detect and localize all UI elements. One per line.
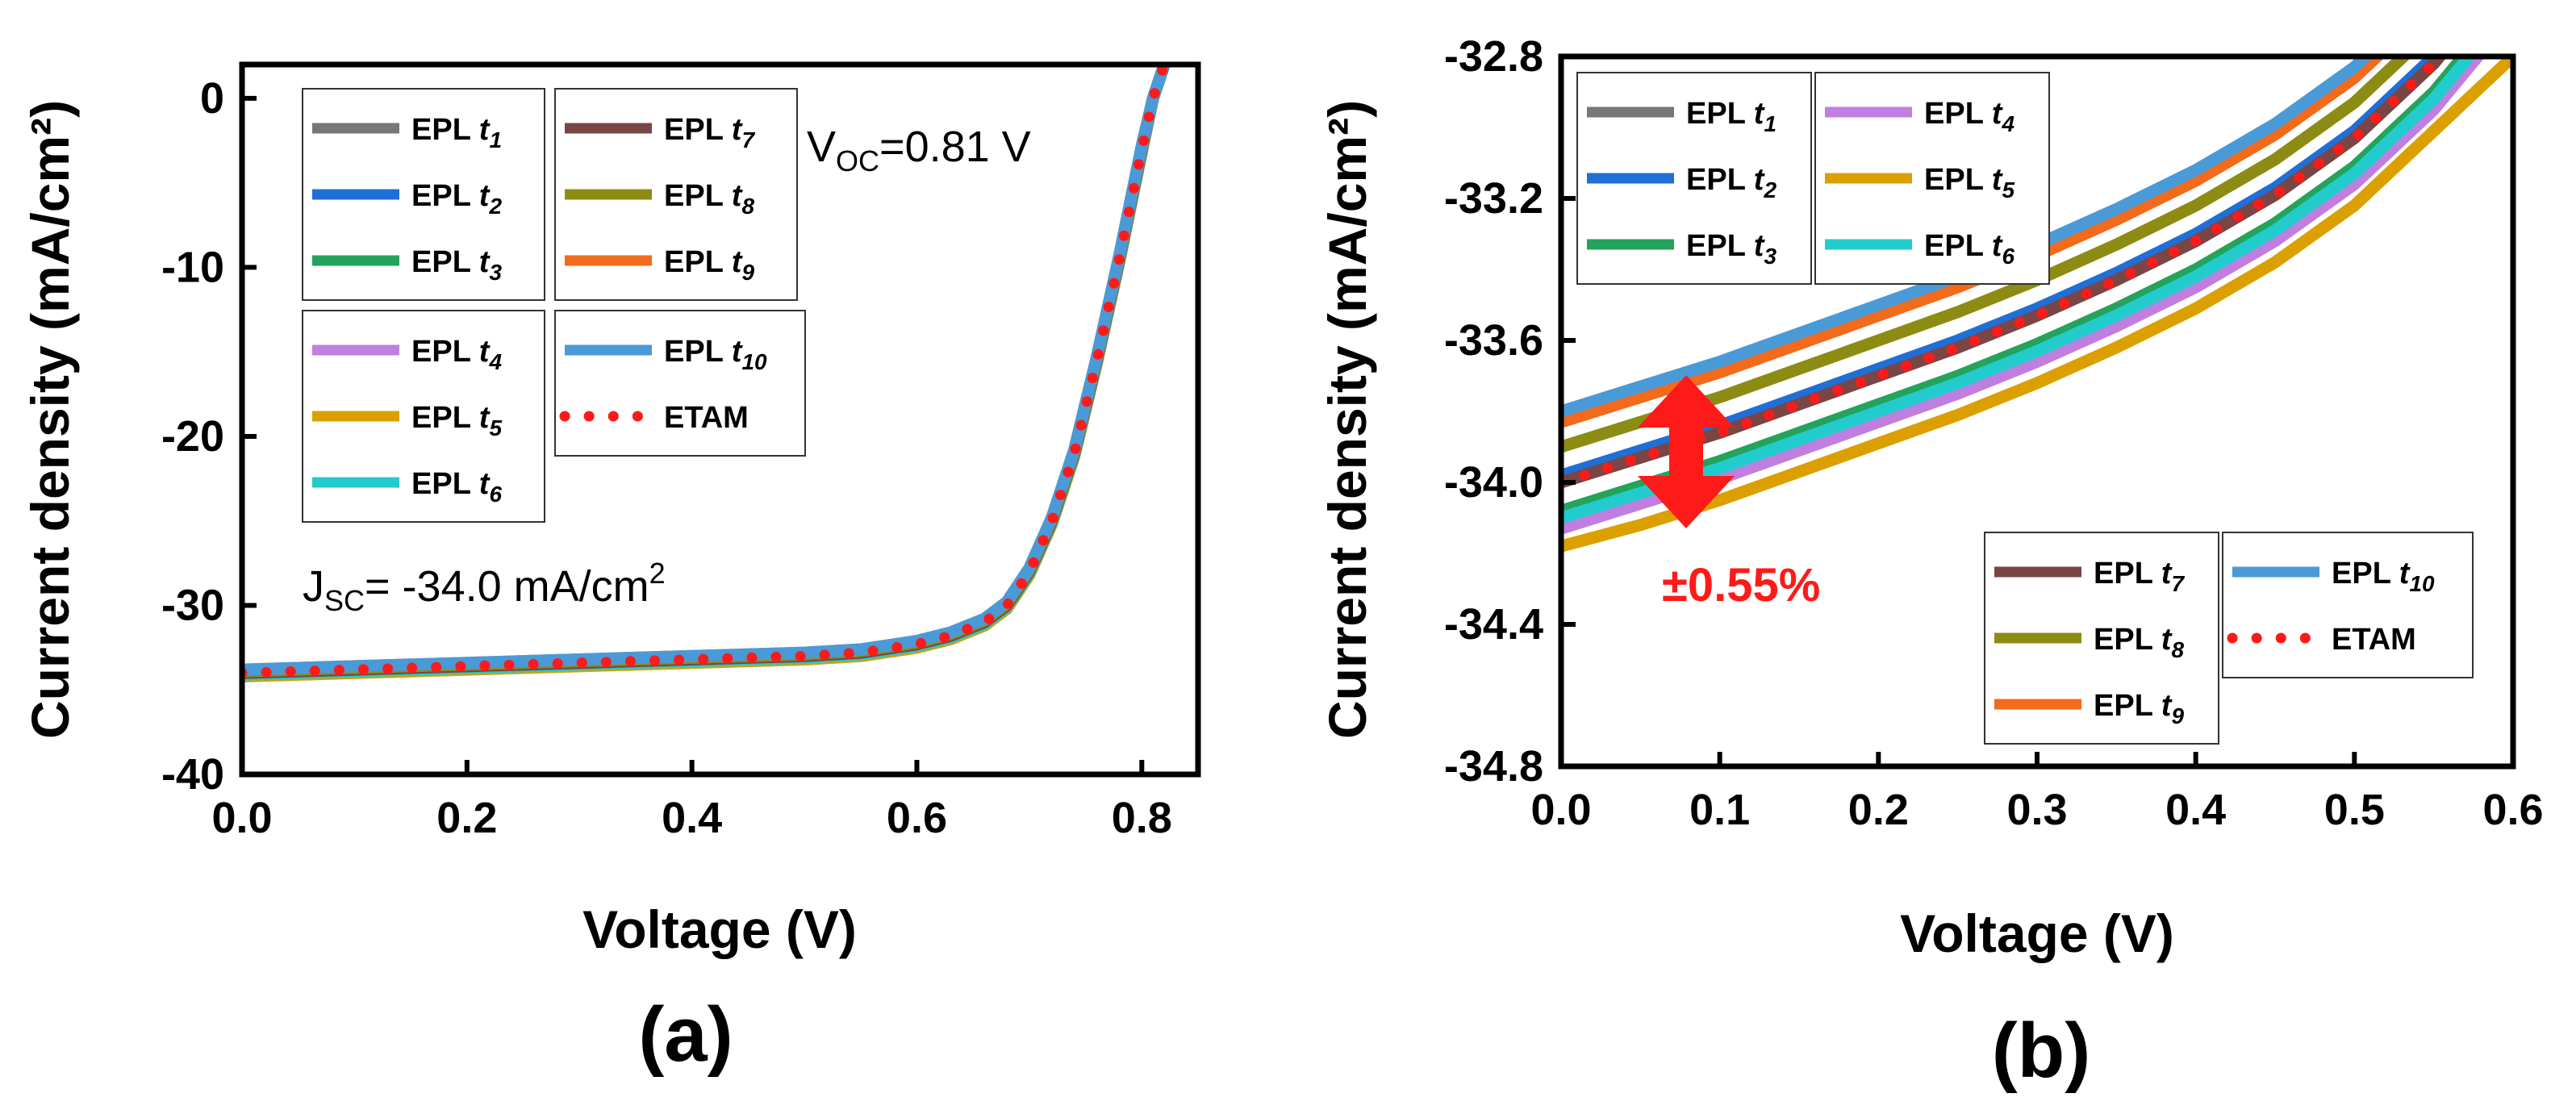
- chart-b-ytick-label: -34.4: [1444, 600, 1543, 649]
- chart-b-2-legend-label: EPL t4: [1924, 97, 2014, 136]
- chart-b-series-epl-t5: [1561, 56, 2513, 553]
- chart-a-ytick-label: -20: [161, 412, 224, 461]
- spread-arrow: [1638, 375, 1735, 528]
- chart-b-4-legend-frame: [2222, 532, 2474, 678]
- chart-a-xtick-label: 0.4: [662, 794, 722, 842]
- chart-b-xtick-label: 0.4: [2165, 786, 2226, 834]
- chart-b-3-legend-label: EPL t7: [2094, 557, 2185, 596]
- chart-a-3-legend-box: EPL t4 EPL t5 EPL t6: [302, 310, 545, 523]
- chart-b-xtick-label: 0.2: [1848, 786, 1909, 834]
- chart-b-series-epl-t6: [1561, 56, 2478, 524]
- chart-b-2-legend-box: EPL t4 EPL t5 EPL t6: [1814, 72, 2050, 285]
- chart-a-4-legend-label: ETAM: [664, 401, 749, 435]
- voc-sub: OC: [836, 144, 879, 177]
- chart-a-1-legend-box: EPL t1 EPL t2 EPL t3: [302, 88, 545, 301]
- chart-b-1-legend-label: EPL t1: [1686, 97, 1776, 136]
- chart-b-1-legend-label: EPL t3: [1686, 229, 1776, 269]
- chart-b: 0.0 0.1 0.2 0.3 0.4 0.5 0.6 -32.8 -33.2 -33.6 -34.…: [1317, 32, 2544, 1094]
- chart-b-ylabel: Current density (mA/cm²): [1317, 100, 1377, 739]
- chart-a-2-legend-label: EPL t7: [664, 113, 755, 152]
- chart-b-3-legend-label: EPL t9: [2094, 689, 2184, 728]
- chart-b-panel-label: (b): [1992, 1008, 2091, 1094]
- chart-a-3-legend-label: EPL t6: [411, 467, 502, 507]
- chart-a-frame: [239, 61, 1201, 778]
- chart-b-4-legend-box: EPL t10 ETAM: [2222, 532, 2474, 678]
- chart-a-ytick-label: 0: [200, 74, 224, 123]
- chart-a-series-etam: [242, 65, 1170, 678]
- chart-a-ytick-label: -40: [161, 750, 224, 799]
- chart-a-ticks: 0.0 0.2 0.4 0.6 0.8 0 -10 -20 -30 -40: [161, 74, 1172, 842]
- chart-a-4-legend-label: EPL t10: [664, 335, 767, 374]
- spread-annotation: ±0.55%: [1662, 559, 1820, 611]
- chart-a-xtick-label: 0.0: [211, 794, 272, 842]
- chart-b-ytick-label: -33.2: [1444, 174, 1543, 223]
- chart-a-3-legend-label: EPL t4: [411, 335, 502, 374]
- chart-b-ytick-label: -34.8: [1444, 742, 1543, 791]
- jsc-annotation: JSC= -34.0 mA/cm2: [303, 557, 666, 617]
- voc-annotation: VOC=0.81 V: [807, 123, 1031, 177]
- chart-b-xtick-label: 0.0: [1530, 786, 1591, 834]
- chart-a-ylabel: Current density (mA/cm²): [20, 100, 80, 739]
- chart-b-4-legend-label: EPL t10: [2332, 557, 2435, 596]
- chart-a-xtick-label: 0.8: [1112, 794, 1172, 842]
- chart-a-2-legend-label: EPL t9: [664, 245, 754, 285]
- chart-a-1-legend-label: EPL t1: [411, 113, 502, 152]
- chart-b-xtick-label: 0.5: [2324, 786, 2385, 834]
- chart-a: 0.0 0.2 0.4 0.6 0.8 0 -10 -20 -30 -40 Current den…: [20, 61, 1201, 1078]
- chart-a-curves: [242, 65, 1171, 682]
- chart-b-3-legend-box: EPL t7 EPL t8 EPL t9: [1984, 532, 2219, 745]
- chart-b-xtick-label: 0.3: [2006, 786, 2067, 834]
- chart-a-1-legend-label: EPL t3: [411, 245, 502, 285]
- chart-a-2-legend-box: EPL t7 EPL t8 EPL t9: [554, 88, 798, 301]
- chart-b-ytick-label: -32.8: [1444, 32, 1543, 81]
- chart-b-xtick-label: 0.1: [1689, 786, 1750, 834]
- chart-b-ticks: 0.0 0.1 0.2 0.3 0.4 0.5 0.6 -32.8 -33.2 -33.6 -34.…: [1444, 32, 2544, 834]
- spread-arrow-up-head: [1638, 375, 1735, 428]
- chart-b-xlabel: Voltage (V): [1900, 903, 2174, 963]
- spread-arrow-shaft: [1669, 428, 1703, 476]
- chart-a-1-legend-label: EPL t2: [411, 179, 502, 219]
- chart-a-ytick-label: -30: [161, 581, 224, 629]
- chart-a-ytick-label: -10: [161, 243, 224, 291]
- voc-main: V: [807, 123, 836, 171]
- chart-b-3-legend-label: EPL t8: [2094, 623, 2184, 662]
- chart-a-3-legend-label: EPL t5: [411, 401, 502, 440]
- chart-b-2-legend-label: EPL t6: [1924, 229, 2014, 269]
- chart-b-ytick-label: -33.6: [1444, 316, 1543, 365]
- chart-a-4-legend-frame: [554, 310, 806, 457]
- jsc-sub: SC: [324, 584, 365, 617]
- chart-a-2-legend-label: EPL t8: [664, 179, 754, 219]
- chart-a-xlabel: Voltage (V): [582, 899, 857, 959]
- jsc-main: J: [303, 562, 324, 611]
- chart-b-xtick-label: 0.6: [2482, 786, 2543, 834]
- chart-a-xtick-label: 0.2: [436, 794, 497, 842]
- chart-b-2-legend-label: EPL t5: [1924, 163, 2014, 202]
- chart-a-panel-label: (a): [638, 991, 733, 1078]
- chart-b-ytick-label: -34.0: [1444, 458, 1543, 507]
- jsc-rest: = -34.0 mA/cm: [365, 562, 649, 611]
- chart-a-xtick-label: 0.6: [887, 794, 947, 842]
- chart-a-4-legend-box: EPL t10 ETAM: [554, 310, 806, 457]
- jsc-sup: 2: [649, 557, 666, 590]
- chart-b-4-legend-label: ETAM: [2332, 623, 2416, 657]
- chart-b-1-legend-label: EPL t2: [1686, 163, 1776, 202]
- voc-rest: =0.81 V: [879, 123, 1031, 171]
- chart-b-1-legend-box: EPL t1 EPL t2 EPL t3: [1576, 72, 1812, 285]
- spread-arrow-down-head: [1638, 476, 1735, 528]
- chart-b-series-etam: [1561, 56, 2447, 488]
